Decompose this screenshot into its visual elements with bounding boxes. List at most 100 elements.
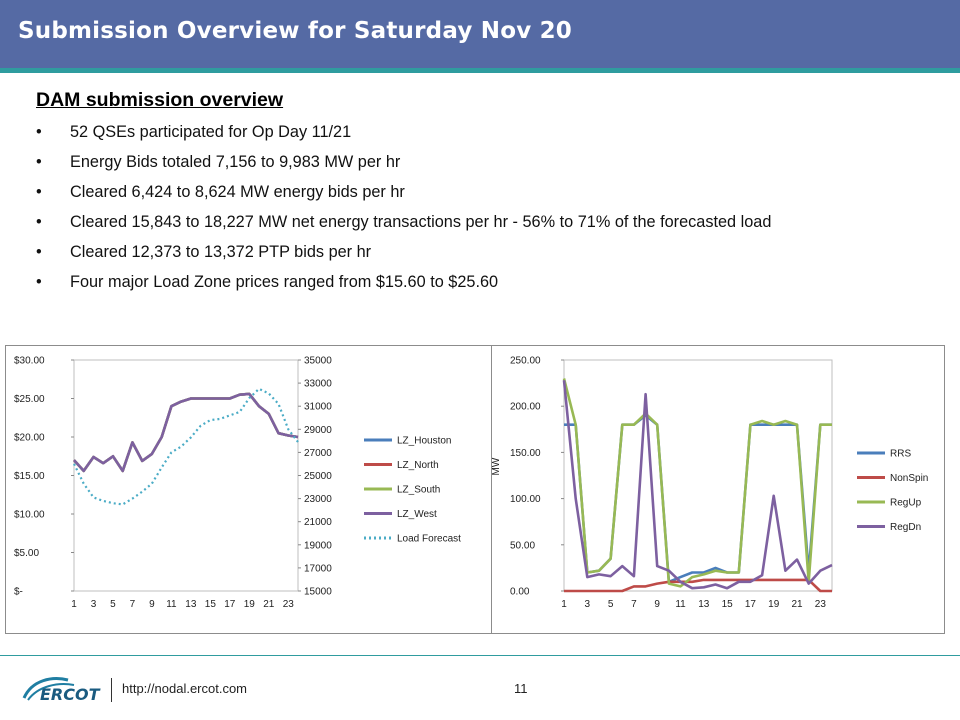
legend-label: RegDn — [890, 522, 921, 533]
bullet-item: • Cleared 6,424 to 8,624 MW energy bids p… — [36, 181, 856, 203]
x-tick-label: 17 — [745, 599, 757, 610]
series-line-load-forecast — [73, 387, 299, 506]
bullet-list: • 52 QSEs participated for Op Day 11/21 •… — [36, 121, 856, 301]
legend-label: RegUp — [890, 498, 922, 509]
bullet-dot: • — [36, 153, 42, 171]
logo-text: ERCOT — [40, 685, 101, 704]
y2-tick-label: 31000 — [304, 402, 332, 413]
y-tick-label: $30.00 — [14, 356, 45, 367]
legend-label: LZ_South — [397, 485, 440, 496]
x-tick-label: 21 — [263, 599, 275, 610]
bullet-item: • Cleared 15,843 to 18,227 MW net energy … — [36, 211, 856, 233]
footer-separator — [111, 678, 112, 702]
y-tick-label: $25.00 — [14, 394, 45, 405]
x-tick-label: 11 — [675, 599, 686, 610]
y2-tick-label: 29000 — [304, 425, 332, 436]
price-chart-svg: $30.00 $25.00 $20.00 $15.00 $10.00 $5.00 $- 350… — [14, 356, 461, 611]
header-bar: Submission Overview for Saturday Nov 20 — [0, 0, 960, 68]
y-tick-label: $20.00 — [14, 433, 45, 444]
y-tick-label: 200.00 — [510, 402, 541, 413]
bullet-item: • Energy Bids totaled 7,156 to 9,983 MW p… — [36, 151, 856, 173]
footer-line — [0, 655, 960, 656]
ercot-logo: ERCOT — [18, 674, 108, 709]
y2-tick-label: 33000 — [304, 379, 332, 390]
y-tick-label: $5.00 — [14, 548, 39, 559]
series-line-lz-west — [73, 392, 299, 473]
legend-label: LZ_North — [397, 460, 439, 471]
y2-tick-label: 19000 — [304, 540, 332, 551]
x-tick-label: 19 — [244, 599, 256, 610]
x-tick-label: 23 — [283, 599, 295, 610]
as-chart: 250.00 200.00 150.00 100.00 50.00 0.00 1 3 5 7 9 11… — [491, 345, 945, 634]
x-tick-label: 5 — [608, 599, 614, 610]
x-tick-label: 1 — [71, 599, 77, 610]
bullet-text: Cleared 12,373 to 13,372 PTP bids per hr — [70, 243, 372, 261]
x-tick-label: 7 — [631, 599, 637, 610]
price-chart: $30.00 $25.00 $20.00 $15.00 $10.00 $5.00 $- 350… — [5, 345, 492, 634]
bullet-text: Energy Bids totaled 7,156 to 9,983 MW pe… — [70, 153, 401, 171]
bullet-item: • Cleared 12,373 to 13,372 PTP bids per h… — [36, 241, 856, 263]
x-tick-label: 23 — [815, 599, 827, 610]
x-tick-label: 13 — [185, 599, 197, 610]
header-accent-line — [0, 68, 960, 73]
series-line-nonspin — [564, 578, 832, 593]
y-tick-label: 0.00 — [510, 587, 530, 598]
bullet-dot: • — [36, 183, 42, 201]
bullet-dot: • — [36, 123, 42, 141]
y-tick-label: $10.00 — [14, 510, 45, 521]
y2-tick-label: 27000 — [304, 448, 332, 459]
bullet-dot: • — [36, 213, 42, 231]
y2-tick-label: 35000 — [304, 356, 332, 367]
y2-tick-label: 15000 — [304, 587, 332, 598]
x-tick-label: 11 — [166, 599, 177, 610]
legend-label: LZ_Houston — [397, 436, 451, 447]
x-tick-label: 13 — [698, 599, 710, 610]
bullet-dot: • — [36, 243, 42, 261]
plot-area — [563, 359, 833, 592]
bullet-text: 52 QSEs participated for Op Day 11/21 — [70, 123, 352, 141]
x-tick-label: 15 — [205, 599, 217, 610]
series-line-regdn — [562, 380, 833, 590]
y-tick-label: 100.00 — [510, 494, 541, 505]
bullet-item: • 52 QSEs participated for Op Day 11/21 — [36, 121, 856, 143]
y2-tick-label: 21000 — [304, 517, 332, 528]
y-tick-label: 250.00 — [510, 356, 541, 367]
bullet-text: Cleared 15,843 to 18,227 MW net energy t… — [70, 213, 772, 231]
x-tick-label: 15 — [722, 599, 734, 610]
bullet-item: • Four major Load Zone prices ranged from… — [36, 271, 856, 293]
y-tick-label: $15.00 — [14, 471, 45, 482]
y-axis-label: MW — [492, 457, 502, 475]
legend-label: NonSpin — [890, 473, 928, 484]
page-number: 11 — [514, 681, 528, 696]
series-line-regup — [562, 378, 832, 588]
plot-area — [73, 359, 299, 592]
section-heading: DAM submission overview — [36, 89, 284, 111]
bullet-text: Four major Load Zone prices ranged from … — [70, 273, 499, 291]
x-tick-label: 17 — [224, 599, 236, 610]
footer-url[interactable]: http://nodal.ercot.com — [122, 681, 248, 696]
y-tick-label: 50.00 — [510, 540, 535, 551]
legend-label: LZ_West — [397, 509, 437, 520]
bullet-text: Cleared 6,424 to 8,624 MW energy bids pe… — [70, 183, 405, 201]
x-tick-label: 3 — [585, 599, 591, 610]
x-tick-label: 9 — [654, 599, 660, 610]
y-tick-label: $- — [14, 587, 23, 598]
x-tick-label: 1 — [561, 599, 567, 610]
legend-label: Load Forecast — [397, 534, 461, 545]
bullet-dot: • — [36, 273, 42, 291]
page-title: Submission Overview for Saturday Nov 20 — [18, 18, 573, 44]
x-tick-label: 9 — [149, 599, 155, 610]
y-tick-label: 150.00 — [510, 448, 541, 459]
y2-tick-label: 17000 — [304, 563, 332, 574]
series-line-rrs — [564, 414, 832, 584]
x-tick-label: 5 — [110, 599, 116, 610]
x-tick-label: 7 — [130, 599, 136, 610]
y2-tick-label: 25000 — [304, 471, 332, 482]
x-tick-label: 21 — [791, 599, 803, 610]
x-tick-label: 19 — [768, 599, 780, 610]
x-tick-label: 3 — [91, 599, 97, 610]
y2-tick-label: 23000 — [304, 494, 332, 505]
legend-label: RRS — [890, 449, 911, 460]
ercot-logo-icon: ERCOT — [22, 677, 101, 704]
